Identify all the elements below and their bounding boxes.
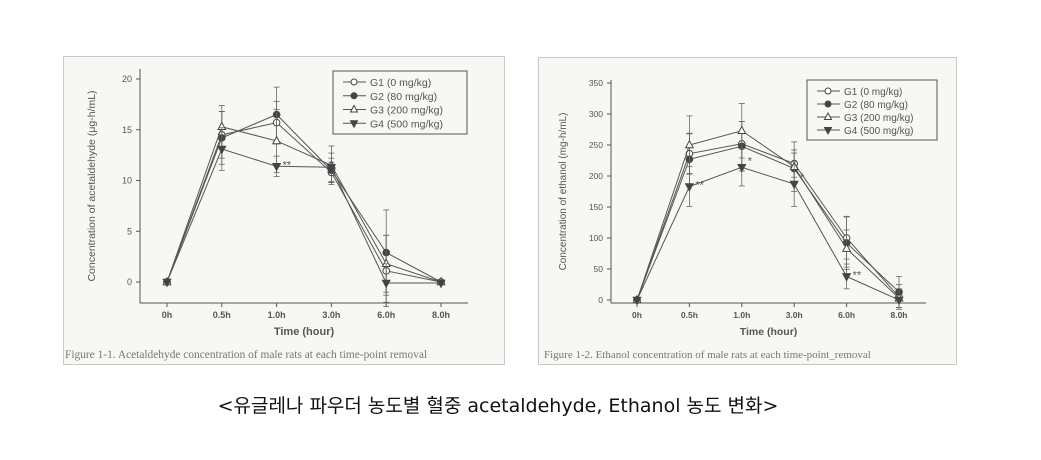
data-point xyxy=(162,278,172,288)
significance-mark: * xyxy=(800,172,805,184)
data-point xyxy=(271,135,282,145)
series-line xyxy=(636,145,900,301)
legend-label: G1 (0 mg/kg) xyxy=(844,87,902,98)
y-tick-label: 100 xyxy=(589,233,603,243)
x-tick-label: 3.0h xyxy=(786,310,803,320)
legend-marker xyxy=(349,120,359,129)
x-tick-label: 0h xyxy=(162,310,173,320)
series-line xyxy=(636,166,900,301)
x-tick-label: 0.5h xyxy=(213,310,231,320)
series-line xyxy=(166,148,441,284)
y-tick-label: 150 xyxy=(589,202,603,212)
legend-label: G2 (80 mg/kg) xyxy=(844,100,908,111)
ethanol-chart-panel: 0 50 100 150 200 250 300 350 0h 0.5h 1.0h 3.0h 6.0h 8… xyxy=(538,57,957,365)
legend-marker xyxy=(823,127,833,136)
significance-mark: ** xyxy=(695,180,704,192)
x-tick-label: 8.0h xyxy=(890,310,907,320)
y-tick-label: 350 xyxy=(589,78,603,88)
series-4 xyxy=(632,148,904,306)
legend-label: G3 (200 mg/kg) xyxy=(844,113,913,124)
x-tick-label: 0h xyxy=(632,310,642,320)
y-tick-label: 50 xyxy=(594,264,604,274)
series-1 xyxy=(633,121,903,310)
y-tick-label: 0 xyxy=(598,295,603,305)
acetaldehyde-chart-panel: 0 5 10 15 20 0h 0.5h 1.0h 3.0h 6.0h 8.0h Time (hour… xyxy=(63,56,505,365)
x-tick-label: 6.0h xyxy=(838,310,855,320)
series-4 xyxy=(162,127,446,303)
series-line xyxy=(636,130,900,301)
series-line xyxy=(166,113,442,283)
legend-label: G4 (500 mg/kg) xyxy=(370,118,443,130)
data-point xyxy=(894,296,904,306)
x-axis-label: Time (hour) xyxy=(740,326,798,338)
significance-mark: * xyxy=(748,155,753,167)
legend: G1 (0 mg/kg) G2 (80 mg/kg) G3 (200 mg/kg)G… xyxy=(332,70,468,135)
ethanol-chart: 0 50 100 150 200 250 300 350 0h 0.5h 1.0h 3.0h 6.0h 8… xyxy=(558,78,938,338)
legend-marker xyxy=(350,92,358,100)
data-point xyxy=(217,145,227,155)
legend-box xyxy=(332,70,468,135)
figure-caption-1: Figure 1-1. Acetaldehyde concentration o… xyxy=(65,349,428,361)
series-line xyxy=(166,122,442,283)
y-axis-label: Concentration of ethanol (mg-h/mL) xyxy=(558,113,569,271)
data-point xyxy=(271,162,282,172)
x-tick-label: 1.0h xyxy=(733,310,750,320)
legend-marker xyxy=(350,78,358,86)
acetaldehyde-chart: 0 5 10 15 20 0h 0.5h 1.0h 3.0h 6.0h 8.0h Time (hour… xyxy=(86,69,468,338)
x-tick-label: 8.0h xyxy=(432,310,450,320)
significance-mark: ** xyxy=(283,159,292,171)
data-point xyxy=(789,180,799,190)
y-tick-label: 10 xyxy=(122,176,132,186)
series-line xyxy=(636,143,900,301)
y-tick-label: 15 xyxy=(122,125,132,135)
y-tick-label: 300 xyxy=(589,109,603,119)
y-tick-label: 200 xyxy=(589,171,603,181)
legend-label: G3 (200 mg/kg) xyxy=(370,105,443,117)
data-point xyxy=(436,279,446,289)
legend-marker xyxy=(824,100,832,108)
x-tick-label: 0.5h xyxy=(681,310,698,320)
series-line xyxy=(166,126,442,283)
x-axis-label: Time (hour) xyxy=(274,326,335,338)
legend-marker xyxy=(823,111,833,120)
x-tick-label: 1.0h xyxy=(268,310,286,320)
image-caption: <유글레나 파우더 농도별 혈중 acetaldehyde, Ethanol 농… xyxy=(217,395,779,417)
x-tick-label: 6.0h xyxy=(377,310,395,320)
y-tick-label: 0 xyxy=(127,277,132,287)
data-point xyxy=(326,164,337,173)
legend-marker xyxy=(349,104,359,113)
legend-box xyxy=(806,79,938,141)
data-point xyxy=(684,183,695,192)
x-tick-label: 3.0h xyxy=(322,310,340,320)
series-1 xyxy=(163,100,445,307)
legend-label: G2 (80 mg/kg) xyxy=(370,91,437,103)
y-tick-label: 250 xyxy=(589,140,603,150)
significance-mark: ** xyxy=(853,269,862,281)
legend: G1 (0 mg/kg) G2 (80 mg/kg) G3 (200 mg/kg) G… xyxy=(806,79,938,141)
data-point xyxy=(737,164,747,173)
figure-caption-2: Figure 1-2. Ethanol concentration of mal… xyxy=(544,349,871,361)
y-tick-label: 20 xyxy=(122,74,132,84)
series-2 xyxy=(633,121,903,308)
data-point xyxy=(632,296,642,306)
legend-label: G4 (500 mg/kg) xyxy=(844,126,913,137)
data-point xyxy=(841,273,852,282)
legend-label: G1 (0 mg/kg) xyxy=(370,77,431,89)
data-point xyxy=(684,139,695,149)
data-point xyxy=(841,243,852,252)
data-point xyxy=(737,125,747,135)
y-tick-label: 5 xyxy=(127,226,132,236)
y-axis-label: Concentration of acetaldehyde (μg-h/mL) xyxy=(86,90,98,281)
data-point xyxy=(381,279,391,289)
legend-marker xyxy=(824,87,832,95)
series-3 xyxy=(162,104,446,293)
